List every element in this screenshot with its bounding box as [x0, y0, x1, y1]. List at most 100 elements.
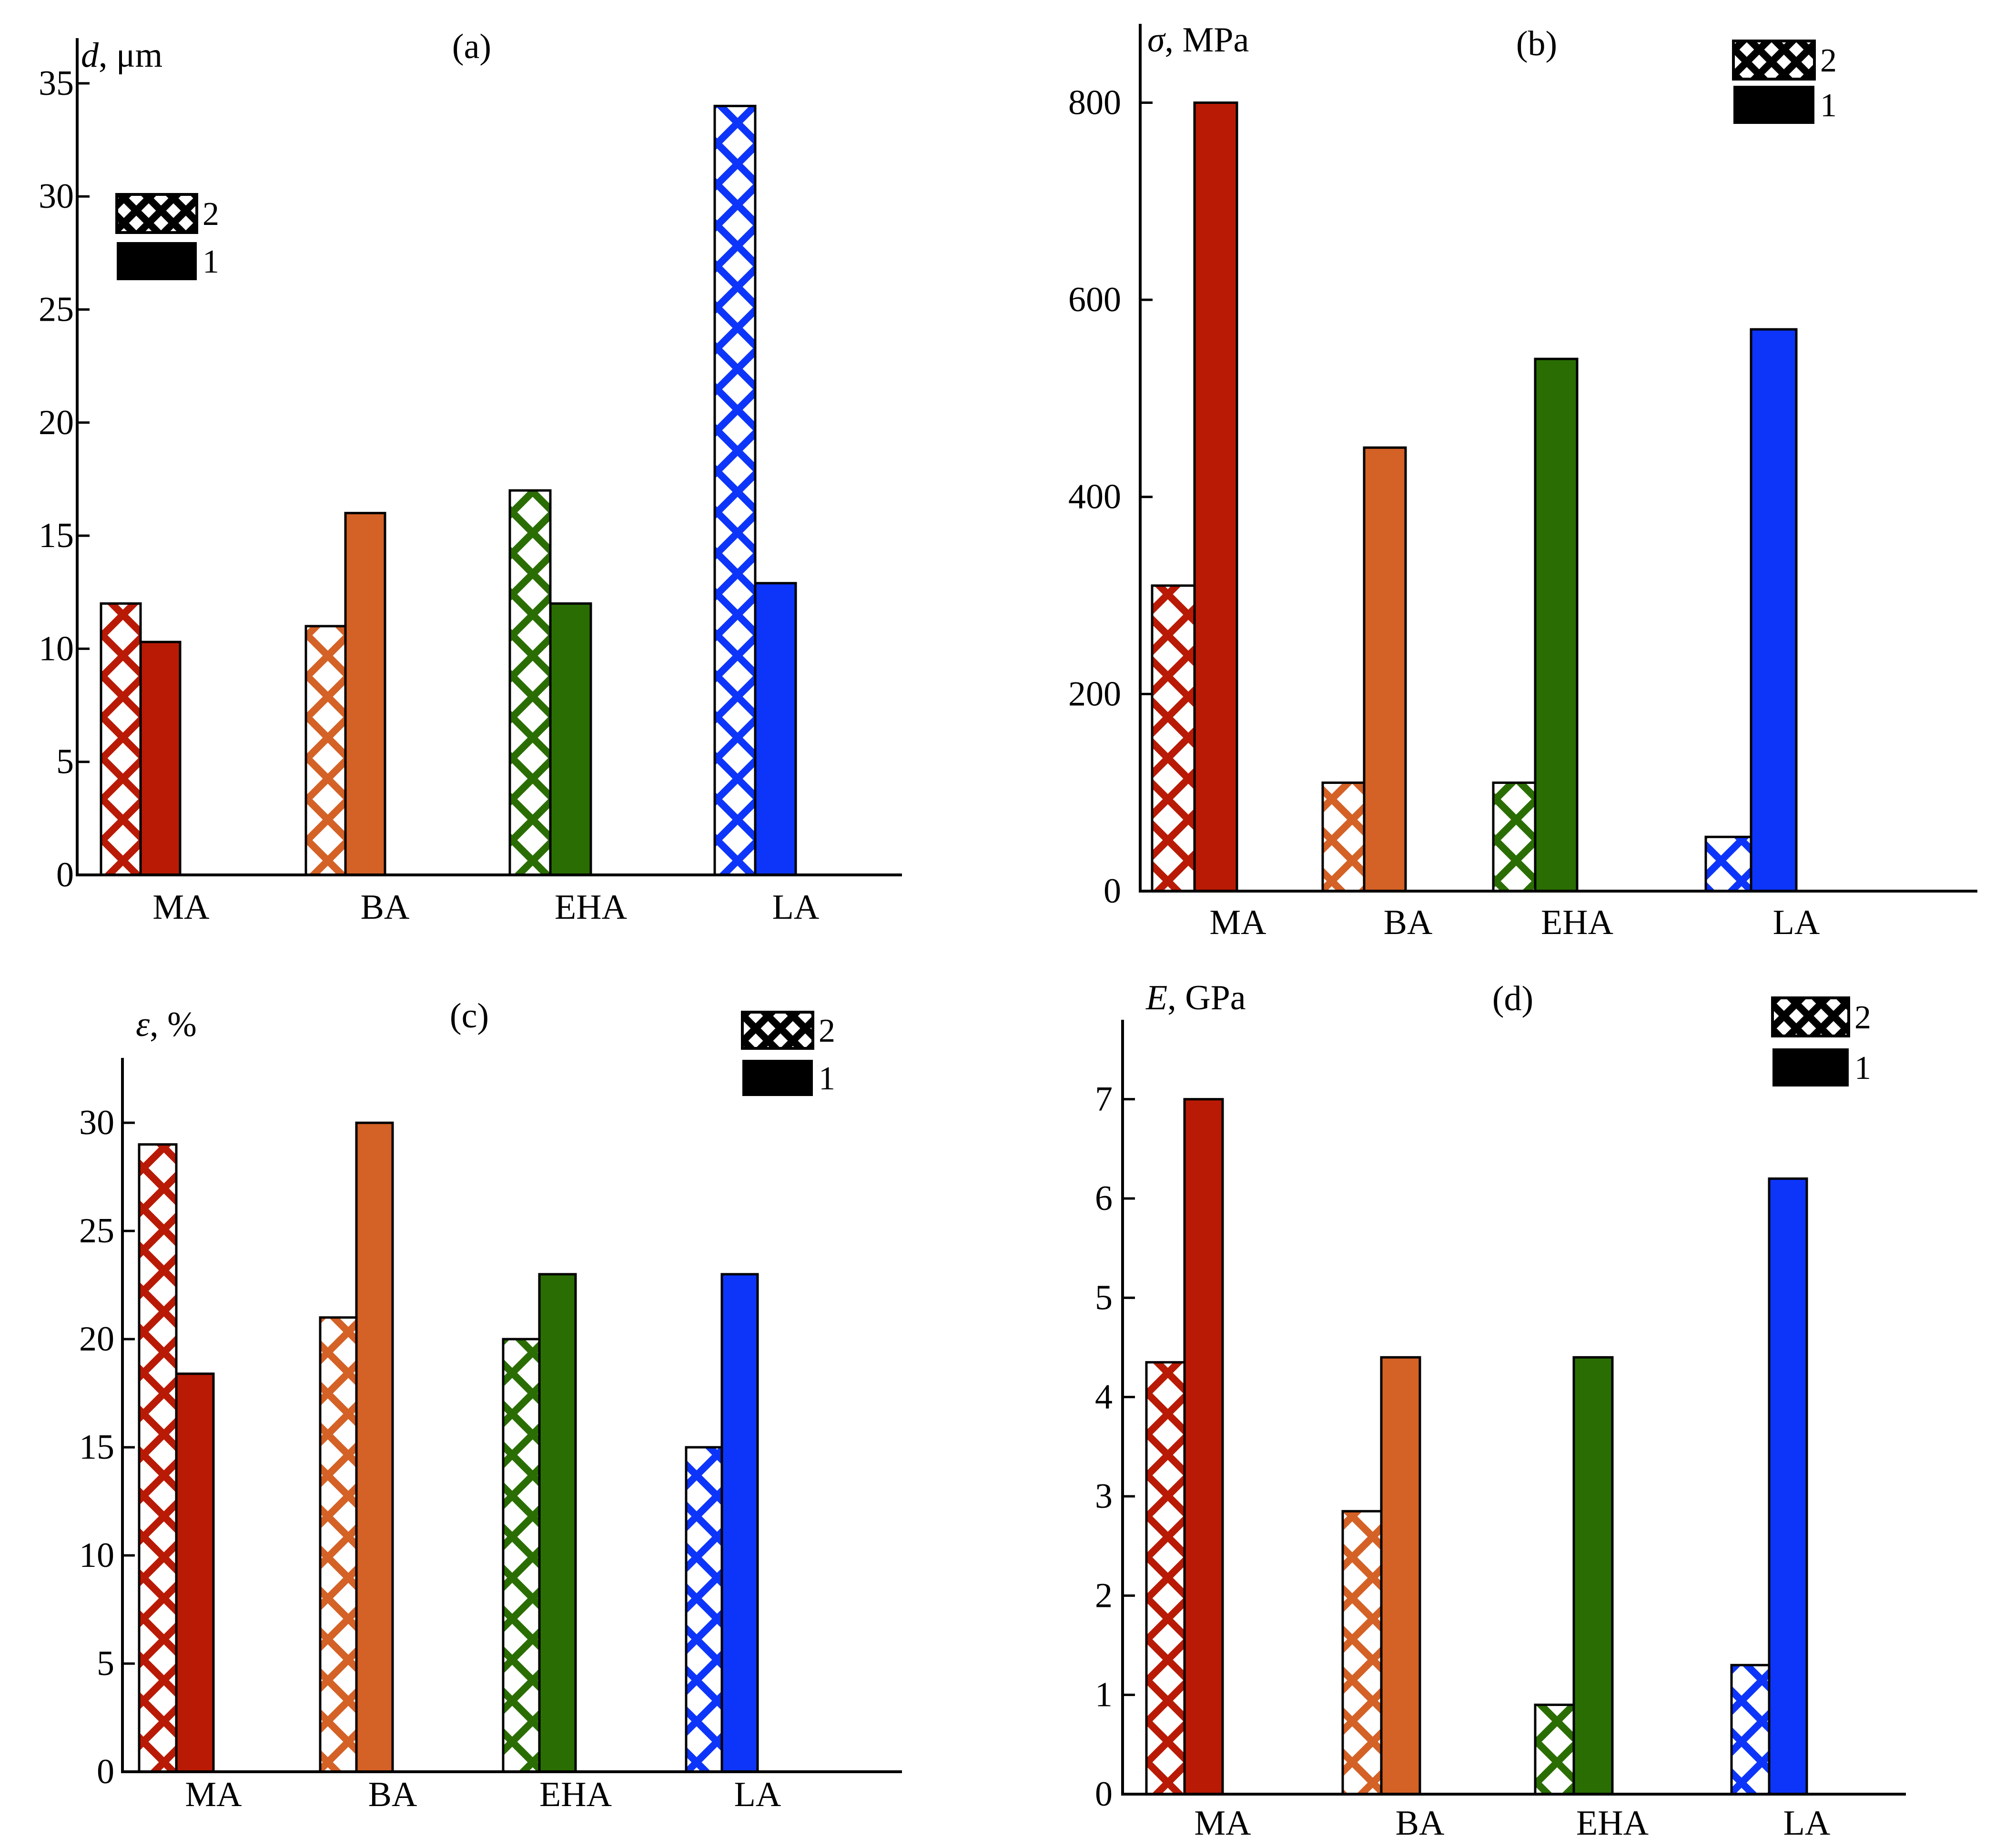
legend-label-solid-d: 1 — [1854, 1050, 1871, 1086]
y-axis-title-b: σ, MPa — [1147, 20, 1249, 60]
category-label-c-eha: EHA — [539, 1775, 612, 1814]
bar-b-eha-series-2 — [1492, 782, 1537, 893]
y-axis-title-a: d, μm — [81, 36, 162, 75]
category-label-c-ma: MA — [185, 1775, 242, 1814]
legend-label-hatched-a: 2 — [203, 196, 219, 233]
bar-d-ba-series-2 — [1341, 1510, 1383, 1796]
legend-label-solid-b: 1 — [1820, 87, 1837, 124]
category-label-b-la: LA — [1773, 903, 1820, 942]
y-tick-label-a: 25 — [39, 290, 74, 329]
y-tick-label-b: 600 — [1068, 280, 1121, 319]
bar-c-la-series-2 — [685, 1446, 723, 1773]
y-tick-label-a: 15 — [39, 516, 74, 555]
bar-c-eha-series-2 — [502, 1338, 541, 1773]
bar-b-la-series-2 — [1704, 835, 1752, 893]
bar-a-la-series-2 — [713, 104, 757, 876]
y-tick-label-d: 4 — [1095, 1378, 1113, 1417]
legend-label-hatched-c: 2 — [819, 1013, 835, 1049]
legend-label-hatched-d: 2 — [1854, 999, 1871, 1036]
legend-swatch-solid-c — [742, 1060, 813, 1096]
y-tick-label-c: 0 — [97, 1752, 114, 1791]
y-tick-label-d: 1 — [1095, 1675, 1113, 1715]
bar-b-la-series-1 — [1750, 328, 1798, 893]
panel-label-b: (b) — [1516, 24, 1557, 63]
category-label-d-eha: EHA — [1576, 1804, 1649, 1843]
bar-b-eha-series-1 — [1534, 357, 1579, 893]
legend-c: 21 — [741, 1011, 835, 1097]
y-tick-label-c: 20 — [79, 1320, 114, 1359]
y-tick-label-a: 5 — [56, 742, 74, 782]
legend-swatch-hatched-a — [115, 193, 198, 234]
category-label-c-la: LA — [734, 1775, 781, 1814]
bar-c-eha-series-1 — [538, 1273, 577, 1773]
bar-a-ma-series-1 — [139, 640, 182, 876]
bar-a-ba-series-1 — [344, 512, 386, 876]
y-axis-title-d: E, GPa — [1145, 978, 1246, 1017]
legend-b: 21 — [1732, 40, 1837, 124]
bar-d-ma-series-2 — [1145, 1361, 1186, 1796]
y-axis-symbol-c: ε — [136, 1005, 150, 1044]
category-label-b-ba: BA — [1384, 903, 1433, 942]
y-tick-label-a: 30 — [39, 177, 74, 216]
y-axis-unit-a: , μm — [99, 36, 162, 75]
y-axis-title-c: ε, % — [136, 1005, 197, 1044]
y-tick-label-c: 25 — [79, 1211, 114, 1250]
panel-label-c: (c) — [450, 996, 489, 1036]
bar-c-ma-series-1 — [175, 1372, 215, 1773]
bar-d-ma-series-1 — [1183, 1098, 1224, 1796]
bar-c-la-series-1 — [720, 1273, 759, 1773]
bar-d-eha-series-1 — [1572, 1356, 1614, 1796]
legend-swatch-hatched-c — [741, 1011, 814, 1050]
category-label-a-ba: BA — [361, 888, 410, 927]
bar-a-eha-series-1 — [549, 602, 592, 876]
y-tick-label-a: 0 — [56, 855, 74, 894]
y-tick-label-d: 2 — [1095, 1576, 1113, 1615]
y-axis-symbol-a: d — [81, 36, 99, 75]
legend-a: 21 — [115, 193, 219, 280]
bar-b-ma-series-2 — [1151, 584, 1196, 893]
y-tick-label-b: 0 — [1104, 872, 1121, 911]
y-tick-label-d: 7 — [1095, 1080, 1113, 1119]
legend-label-hatched-b: 2 — [1820, 42, 1837, 79]
category-label-d-ba: BA — [1396, 1804, 1445, 1843]
bar-d-ba-series-1 — [1380, 1356, 1421, 1796]
bar-d-la-series-2 — [1730, 1664, 1771, 1796]
panel-label-a: (a) — [452, 27, 491, 66]
y-tick-label-a: 10 — [39, 629, 74, 668]
legend-swatch-hatched-b — [1732, 40, 1816, 81]
category-label-c-ba: BA — [368, 1775, 417, 1814]
y-axis-symbol-d: E — [1145, 978, 1167, 1017]
y-tick-label-b: 800 — [1068, 83, 1121, 122]
panel-label-d: (d) — [1492, 979, 1533, 1018]
bar-a-la-series-1 — [754, 582, 797, 876]
bar-d-eha-series-2 — [1534, 1704, 1575, 1796]
y-tick-label-c: 10 — [79, 1536, 114, 1575]
y-tick-label-c: 30 — [79, 1103, 114, 1142]
category-label-a-la: LA — [772, 888, 820, 927]
y-axis-symbol-b: σ — [1147, 20, 1166, 60]
bar-b-ma-series-1 — [1193, 101, 1238, 893]
y-axis-unit-b: , MPa — [1165, 20, 1249, 60]
legend-swatch-hatched-d — [1771, 996, 1850, 1037]
y-tick-label-d: 5 — [1095, 1278, 1113, 1317]
y-tick-label-a: 20 — [39, 403, 74, 442]
legend-label-solid-c: 1 — [819, 1060, 835, 1097]
y-tick-label-d: 6 — [1095, 1179, 1113, 1218]
y-tick-label-a: 35 — [39, 64, 74, 103]
bar-c-ba-series-2 — [319, 1316, 358, 1773]
category-label-b-ma: MA — [1209, 903, 1266, 942]
y-tick-label-b: 400 — [1068, 477, 1121, 517]
bar-a-eha-series-2 — [508, 489, 552, 876]
category-label-d-ma: MA — [1194, 1804, 1251, 1843]
y-tick-label-b: 200 — [1068, 674, 1121, 713]
y-axis-unit-d: , GPa — [1167, 978, 1246, 1017]
bar-c-ma-series-2 — [138, 1143, 178, 1773]
legend-swatch-solid-d — [1772, 1048, 1849, 1086]
category-label-d-la: LA — [1783, 1804, 1831, 1843]
legend-label-solid-a: 1 — [203, 244, 219, 280]
category-label-a-ma: MA — [152, 888, 209, 927]
